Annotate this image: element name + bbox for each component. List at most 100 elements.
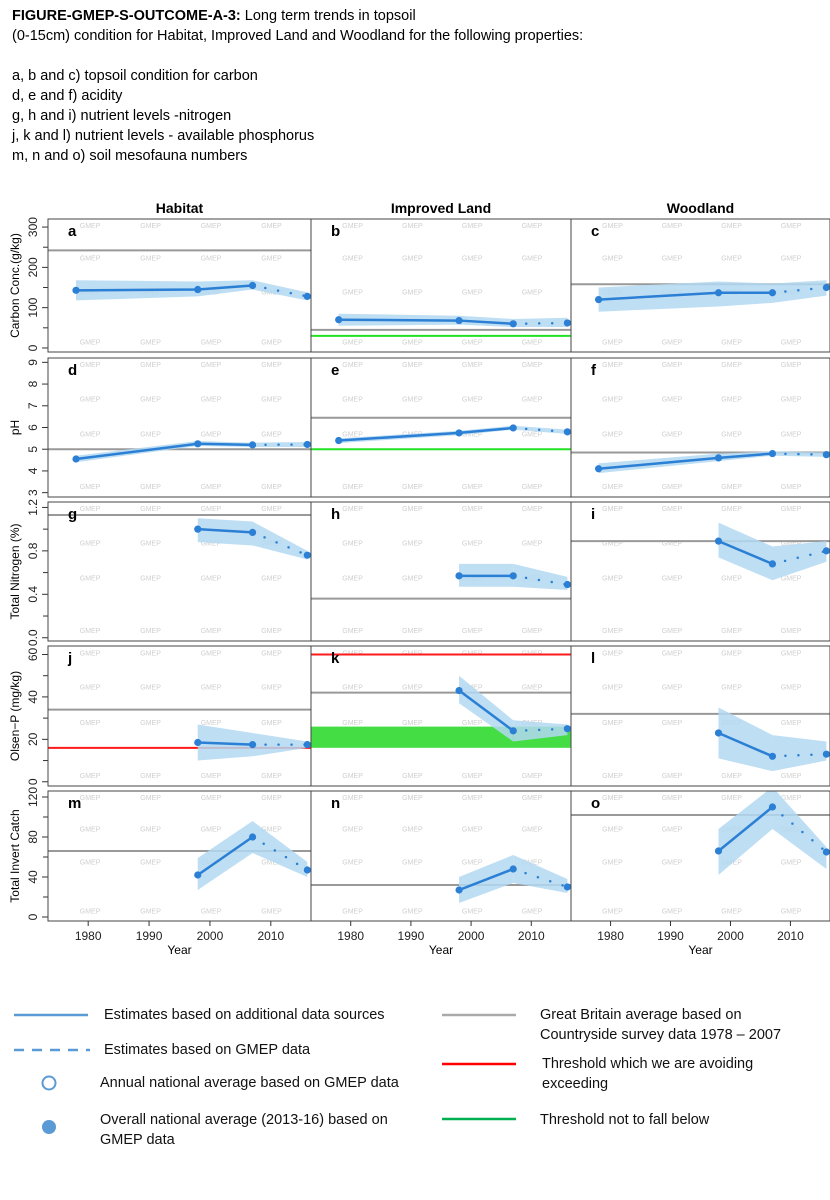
watermark: GMEP [602, 576, 623, 583]
ci-band-solid [598, 281, 773, 312]
panel-letter: m [68, 795, 81, 812]
series-line-solid [717, 731, 773, 758]
data-point [563, 319, 571, 327]
watermark: GMEP [662, 506, 683, 513]
watermark: GMEP [462, 795, 483, 802]
data-point [509, 320, 517, 328]
y-axis-label: pH [8, 420, 22, 435]
watermark: GMEP [402, 484, 423, 491]
data-point [563, 725, 571, 733]
watermark: GMEP [721, 773, 742, 780]
panel-plot-area: GMEP GMEP GMEP GMEP GMEP GMEP GMEP GMEP GMEP GMEP… [311, 223, 571, 346]
data-point [822, 451, 830, 459]
x-tick-label: 2000 [197, 929, 224, 943]
figure-id: FIGURE-GMEP-S-OUTCOME-A-3: [12, 8, 241, 24]
y-tick-label: 5 [26, 446, 40, 453]
x-axis-label: Year [429, 943, 453, 957]
watermark: GMEP [662, 540, 683, 547]
watermark: GMEP [602, 484, 623, 491]
panel-frame [310, 218, 572, 353]
y-tick-label: 20 [26, 732, 40, 746]
data-point [455, 429, 463, 437]
watermark: GMEP [342, 362, 363, 369]
watermark: GMEP [721, 506, 742, 513]
watermark: GMEP [721, 223, 742, 230]
data-point [509, 572, 517, 580]
y-tick-label: 6 [26, 424, 40, 431]
watermark: GMEP [201, 827, 222, 834]
caption-item: m, n and o) soil mesofauna numbers [12, 148, 248, 164]
watermark: GMEP [522, 223, 543, 230]
watermark: GMEP [261, 685, 282, 692]
ci-band-dotted [772, 280, 827, 303]
watermark: GMEP [140, 650, 161, 657]
watermark: GMEP [721, 339, 742, 346]
series-line-solid [458, 867, 514, 892]
x-tick-label: 1980 [75, 929, 102, 943]
series-line-dotted [511, 727, 569, 733]
watermark: GMEP [721, 795, 742, 802]
series-line-solid [197, 741, 253, 746]
panel-m: GMEP GMEP GMEP GMEP GMEP GMEP GMEP GMEP GMEP GMEP… [47, 790, 312, 957]
y-tick-label: 3 [26, 489, 40, 496]
watermark: GMEP [462, 256, 483, 263]
data-point [248, 741, 257, 749]
y-axis: 0.0 0.4 0.8 1.2 [26, 499, 49, 646]
watermark: GMEP [402, 576, 423, 583]
watermark: GMEP [602, 720, 623, 727]
watermark: GMEP [462, 223, 483, 230]
y-tick-label: 0 [26, 778, 40, 785]
series-line-solid [197, 527, 253, 534]
x-tick-label: 2000 [717, 929, 744, 943]
watermark: GMEP [522, 795, 543, 802]
watermark: GMEP [402, 628, 423, 635]
column-header: Woodland [667, 200, 734, 216]
watermark: GMEP [140, 827, 161, 834]
y-tick-label: 0 [26, 344, 40, 351]
watermark: GMEP [140, 720, 161, 727]
watermark: GMEP [140, 484, 161, 491]
watermark: GMEP [721, 256, 742, 263]
watermark: GMEP [781, 339, 802, 346]
watermark: GMEP [402, 540, 423, 547]
watermark: GMEP [522, 540, 543, 547]
data-point [594, 296, 603, 304]
panel-plot-area: GMEP GMEP GMEP GMEP GMEP GMEP GMEP GMEP GMEP GMEP… [571, 650, 830, 780]
watermark: GMEP [402, 860, 423, 867]
watermark: GMEP [342, 773, 363, 780]
watermark: GMEP [602, 685, 623, 692]
y-axis: 3 4 5 6 7 8 9 [26, 359, 49, 496]
watermark: GMEP [721, 362, 742, 369]
ci-band-solid [718, 707, 773, 772]
data-point [768, 449, 777, 458]
y-tick-label: 9 [26, 359, 40, 366]
panel-letter: i [591, 506, 595, 523]
watermark: GMEP [462, 396, 483, 403]
caption-title-line: FIGURE-GMEP-S-OUTCOME-A-3: Long term tre… [12, 6, 822, 26]
legend-label: Estimates based on GMEP data [104, 1042, 311, 1058]
ci-band-dotted [252, 442, 308, 448]
watermark: GMEP [522, 256, 543, 263]
series-line-solid [458, 689, 514, 732]
y-tick-label: 200 [26, 257, 40, 277]
watermark: GMEP [201, 773, 222, 780]
y-tick-label: 120 [26, 787, 40, 807]
legend: Estimates based on additional data sourc… [0, 1000, 830, 1190]
panel-plot-area: GMEP GMEP GMEP GMEP GMEP GMEP GMEP GMEP GMEP GMEP… [48, 506, 311, 635]
panel-frame [310, 790, 572, 922]
ci-band-dotted [252, 732, 308, 757]
watermark: GMEP [662, 908, 683, 915]
watermark: GMEP [602, 773, 623, 780]
y-axis-label: Total Nitrogen (%) [8, 523, 22, 619]
data-point [72, 455, 80, 463]
legend-label: Annual national average based on GMEP da… [100, 1075, 399, 1091]
y-tick-label: 0.4 [26, 586, 40, 603]
x-tick-label: 1990 [398, 929, 425, 943]
panel-k: GMEP GMEP GMEP GMEP GMEP GMEP GMEP GMEP GMEP GMEP… [310, 645, 572, 787]
watermark: GMEP [261, 223, 282, 230]
x-axis-label: Year [167, 943, 191, 957]
watermark: GMEP [602, 362, 623, 369]
y-tick-label: 1.2 [26, 499, 40, 516]
data-point [455, 686, 463, 695]
panel-n: GMEP GMEP GMEP GMEP GMEP GMEP GMEP GMEP GMEP GMEP… [310, 790, 572, 957]
